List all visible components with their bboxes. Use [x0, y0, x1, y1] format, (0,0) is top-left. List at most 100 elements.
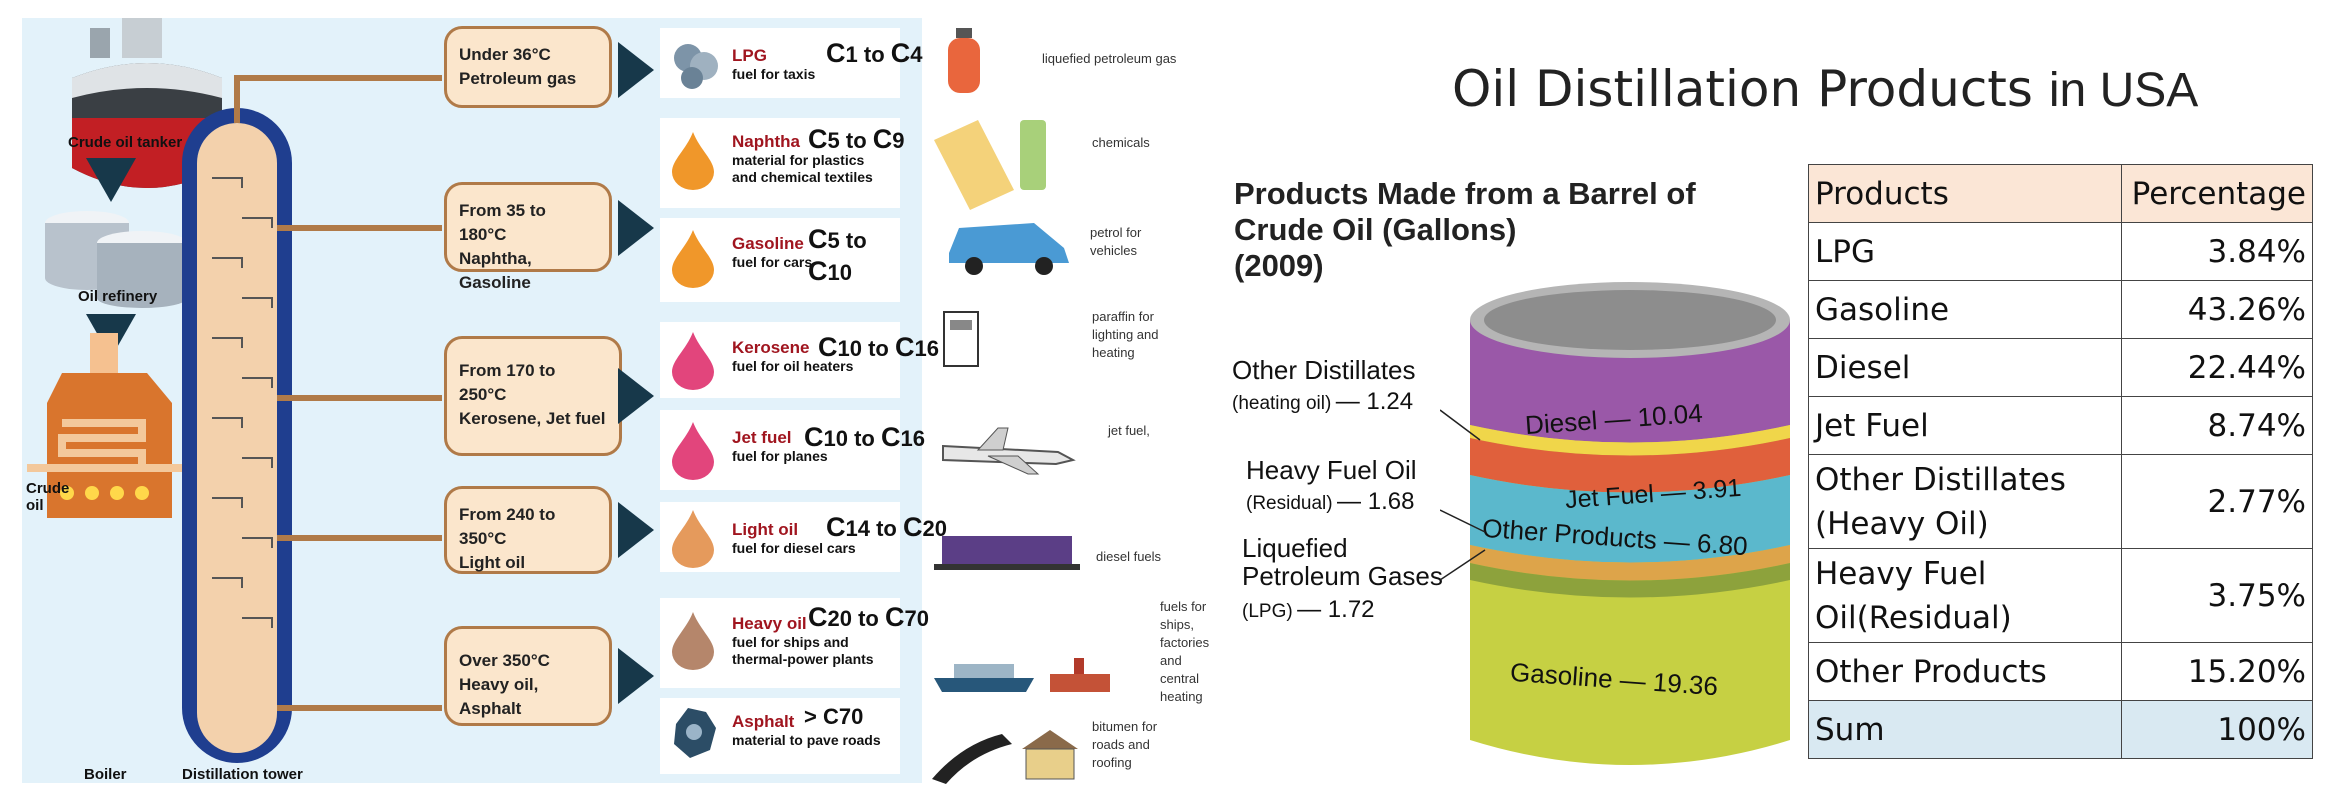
table-header-row: Products Percentage: [1808, 164, 2313, 223]
side-label: Liquefied Petroleum Gases (LPG) — 1.72: [1242, 533, 1443, 623]
product-use: fuel for cars: [732, 254, 813, 270]
boiler-label: Boiler: [84, 766, 127, 783]
crude-oil-label: Crude oil: [26, 480, 70, 514]
product-icon-column: liquefied petroleum gas chemicals petrol…: [928, 18, 1218, 784]
carbon-range: > C70: [804, 704, 864, 729]
fraction-name: Petroleum gas: [459, 69, 577, 88]
gas-cylinder-icon: [948, 28, 980, 93]
icon-label: diesel fuels: [1096, 549, 1162, 564]
carbon-range: C5 to C9: [808, 124, 905, 154]
product-use: fuel for oil heaters: [732, 358, 854, 374]
chemicals-icon: [934, 120, 1046, 210]
icon-label: jet fuel,: [1108, 423, 1150, 438]
product-use: fuel for planes: [732, 448, 828, 464]
fraction-name: Heavy oil, Asphalt: [459, 675, 539, 718]
refinery-label: Oil refinery: [78, 288, 158, 305]
carbon-range: C10 to C16: [804, 422, 925, 452]
product-use: fuel for taxis: [732, 66, 816, 82]
fraction-temp: From 170 to 250°C: [459, 361, 556, 404]
arrow-right-icon: [618, 502, 654, 558]
title-suffix: in USA: [2048, 64, 2199, 117]
table-cell: Other Products: [1808, 642, 2122, 701]
table-cell: LPG: [1808, 222, 2122, 281]
table-cell: Diesel: [1808, 338, 2122, 397]
table-row: Other Distillates (Heavy Oil) 2.77%: [1808, 454, 2313, 549]
barrel-title-line: (2009): [1234, 248, 1324, 283]
table-cell: 15.20%: [2121, 642, 2313, 701]
car-icon: [949, 223, 1069, 275]
title-main: Oil Distillation Products: [1452, 60, 2033, 118]
icon-label: fuels for ships, factories and central h…: [1160, 599, 1210, 704]
table-cell: Heavy Fuel Oil(Residual): [1808, 548, 2122, 643]
product-name: Asphalt: [732, 712, 795, 731]
fraction-box: From 170 to 250°C Kerosene, Jet fuel: [444, 336, 622, 456]
fraction-name: Light oil: [459, 553, 526, 572]
carbon-range: C10 to C16: [818, 332, 939, 362]
arrow-right-icon: [618, 648, 654, 704]
table-cell: Other Distillates (Heavy Oil): [1808, 454, 2122, 549]
table-cell: 3.75%: [2121, 548, 2313, 643]
table-row: Jet Fuel 8.74%: [1808, 396, 2313, 455]
fraction-box: From 240 to 350°C Light oil: [444, 486, 612, 574]
refinery-tanks-icon: [45, 211, 187, 308]
table-cell: 100%: [2121, 700, 2313, 759]
table-cell: 43.26%: [2121, 280, 2313, 339]
product-box: Jet fuel fuel for planes C10 to C16: [660, 410, 925, 490]
product-box: Gasoline fuel for cars C5 to C10: [660, 218, 900, 302]
product-name: Gasoline: [732, 234, 804, 253]
oil-drop-icon: [672, 332, 714, 390]
refinery-diagram: Crude oil tanker Oil refinery Crude oil …: [22, 18, 947, 783]
fraction-box: From 35 to 180°C Naphtha, Gasoline: [444, 182, 612, 292]
table-row: Other Products 15.20%: [1808, 642, 2313, 701]
product-name: Light oil: [732, 520, 799, 539]
boiler-icon: [27, 333, 182, 518]
fraction-temp: Over 350°C: [459, 651, 550, 670]
oil-drop-icon: [672, 510, 714, 568]
oil-drop-icon: [672, 230, 714, 288]
table-header: Percentage: [2121, 164, 2313, 223]
table-cell: Jet Fuel: [1808, 396, 2122, 455]
carbon-range: C5 to C10: [808, 224, 867, 286]
arrow-right-icon: [618, 368, 654, 424]
product-box: Heavy oil fuel for ships and thermal-pow…: [660, 598, 929, 688]
product-box: Naphtha material for plastics and chemic…: [660, 118, 905, 208]
table-row: Heavy Fuel Oil(Residual) 3.75%: [1808, 548, 2313, 643]
oil-drop-icon: [672, 422, 714, 480]
barrel-graphic: [1470, 282, 1790, 765]
table-header: Products: [1808, 164, 2122, 223]
barrel-title-line: Crude Oil (Gallons): [1234, 212, 1517, 247]
arrow-down-icon: [86, 158, 136, 202]
product-box: Kerosene fuel for oil heaters C10 to C16: [660, 322, 939, 398]
arrow-right-icon: [618, 42, 654, 98]
ship-factory-icon: [934, 658, 1110, 692]
icon-label: liquefied petroleum gas: [1042, 51, 1177, 66]
table-cell: 3.84%: [2121, 222, 2313, 281]
fraction-temp: From 35 to 180°C: [459, 201, 546, 244]
icon-label: bitumen for roads and roofing: [1092, 719, 1158, 770]
table-sum-row: Sum 100%: [1808, 700, 2313, 759]
distillation-tower-icon: [182, 75, 442, 763]
product-use: fuel for diesel cars: [732, 540, 856, 556]
icon-label: petrol for vehicles: [1090, 225, 1142, 258]
tanker-label: Crude oil tanker: [68, 134, 183, 151]
side-label: Heavy Fuel Oil (Residual) — 1.68: [1246, 455, 1417, 515]
product-box: LPG fuel for taxis C1 to C4: [660, 28, 923, 98]
road-house-icon: [932, 730, 1078, 784]
products-table: Products Percentage LPG 3.84% Gasoline 4…: [1808, 164, 2313, 759]
tower-label: Distillation tower: [182, 766, 303, 783]
gas-bubbles-icon: [674, 44, 718, 89]
product-name: Kerosene: [732, 338, 810, 357]
product-use: material to pave roads: [732, 732, 881, 748]
page-title: Oil Distillation Products in USA: [1452, 60, 2198, 118]
leader-lines: [1440, 409, 1486, 581]
jet-icon: [942, 427, 1076, 475]
train-icon: [934, 536, 1080, 570]
product-box: Light oil fuel for diesel cars C14 to C2…: [660, 502, 947, 572]
barrel-title-line: Products Made from a Barrel of: [1234, 176, 1696, 211]
product-box: Asphalt material to pave roads > C70: [660, 698, 900, 774]
barrel-chart-title: Products Made from a Barrel of Crude Oil…: [1234, 176, 1696, 284]
product-name: LPG: [732, 46, 767, 65]
table-row: LPG 3.84%: [1808, 222, 2313, 281]
table-cell: 22.44%: [2121, 338, 2313, 397]
fraction-box: Over 350°C Heavy oil, Asphalt: [444, 626, 612, 726]
